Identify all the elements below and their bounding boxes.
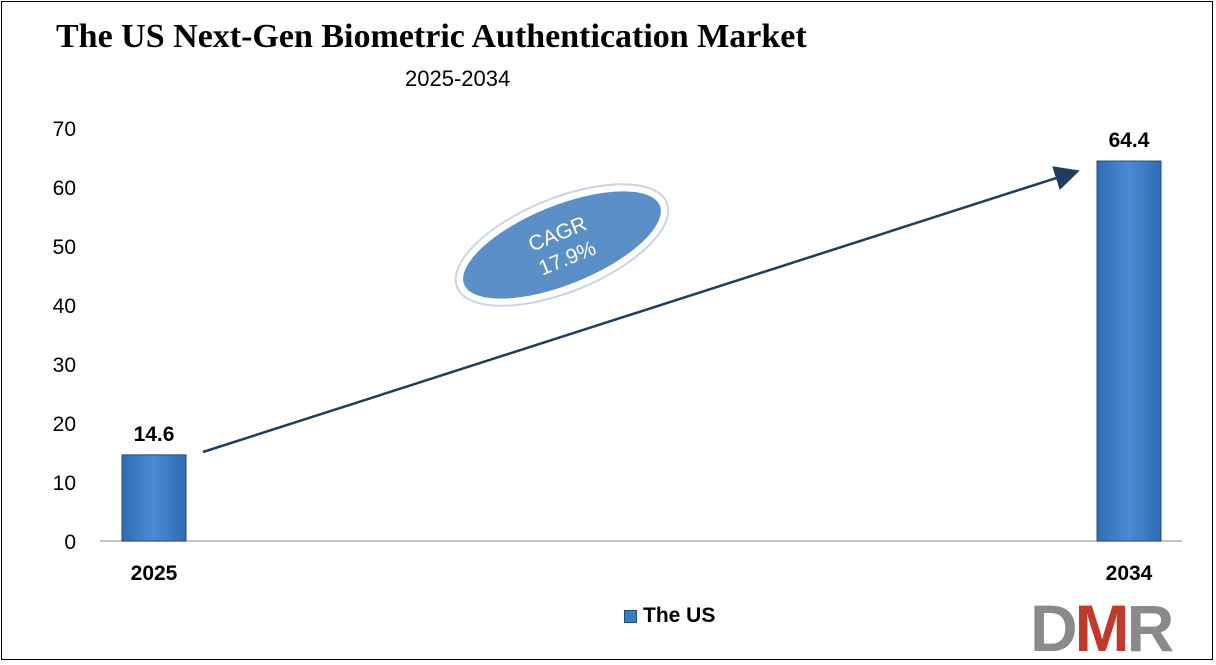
bar-2034 — [1096, 160, 1162, 542]
legend-label: The US — [643, 604, 716, 627]
legend-swatch — [624, 609, 637, 623]
chart-title: The US Next-Gen Biometric Authentication… — [56, 18, 807, 55]
data-label: 14.6 — [134, 423, 175, 446]
trend-arrow — [202, 166, 1080, 454]
y-tick-label: 40 — [53, 295, 76, 318]
y-tick-label: 50 — [53, 236, 76, 259]
y-tick-label: 30 — [53, 354, 76, 377]
y-tick-label: 60 — [53, 177, 76, 200]
bar-2025 — [121, 454, 187, 542]
y-tick-label: 20 — [53, 413, 76, 436]
ellipse-outline — [454, 183, 670, 307]
y-tick-label: 0 — [64, 531, 76, 554]
x-axis-labels: 2025 2034 — [131, 562, 1153, 585]
data-label: 64.4 — [1109, 129, 1150, 152]
dmr-logo: DMR — [1030, 591, 1174, 665]
y-axis: 0 10 20 30 40 50 60 70 — [53, 118, 1182, 554]
bars: 14.6 64.4 — [121, 129, 1162, 542]
x-tick-label: 2025 — [131, 562, 178, 585]
y-tick-label: 10 — [53, 472, 76, 495]
legend: The US — [624, 604, 715, 628]
chart-subtitle: 2025-2034 — [405, 66, 511, 91]
x-tick-label: 2034 — [1106, 562, 1153, 585]
y-tick-label: 70 — [53, 118, 76, 141]
ellipse-shape — [458, 186, 666, 304]
